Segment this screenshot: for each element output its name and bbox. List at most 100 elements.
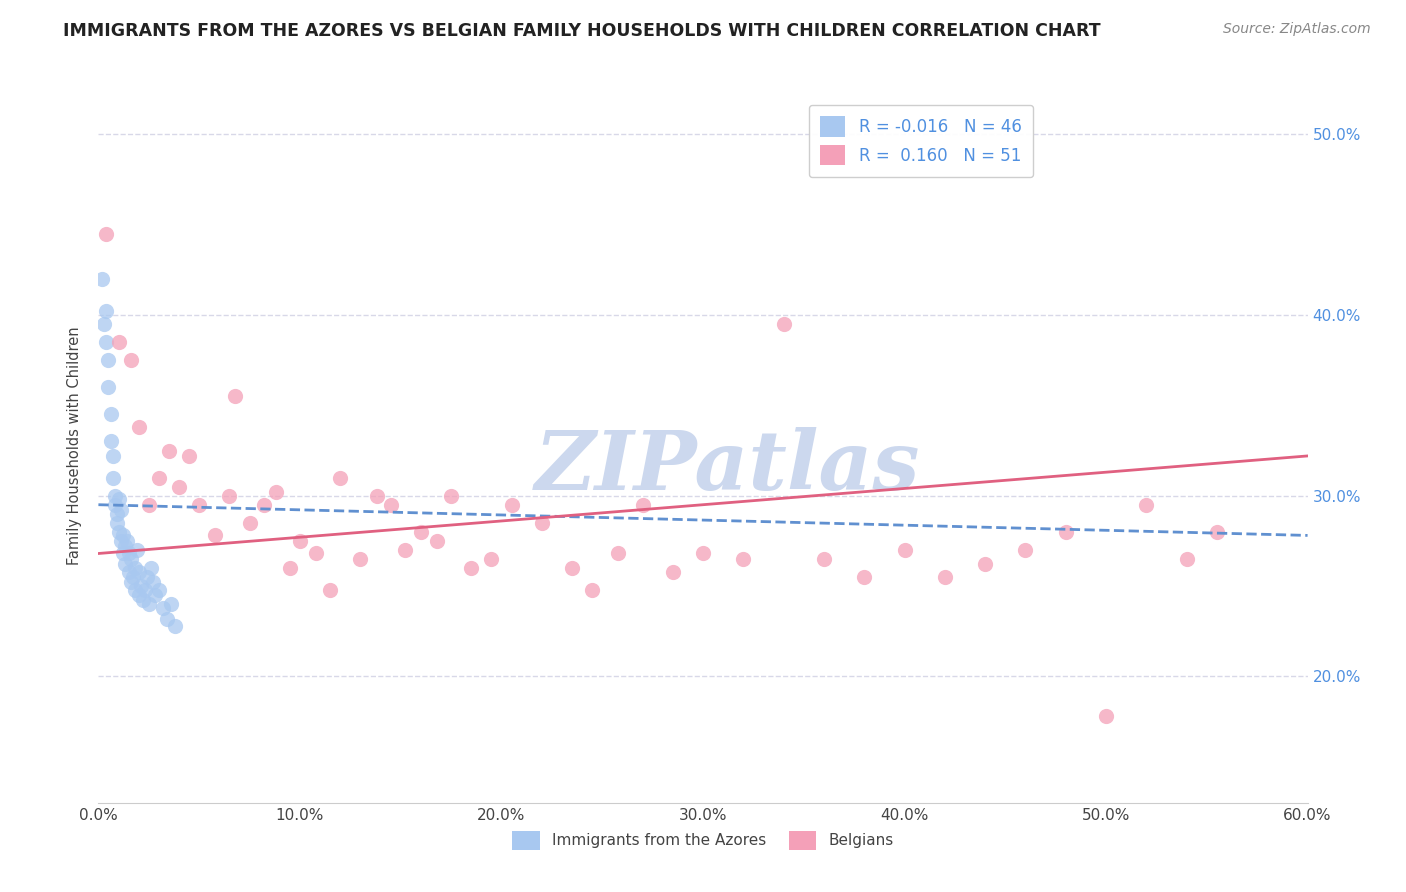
Point bbox=[105, 507, 128, 521]
Point bbox=[118, 565, 141, 579]
Point bbox=[91, 272, 114, 286]
Point bbox=[120, 353, 142, 368]
Point bbox=[440, 489, 463, 503]
Point bbox=[120, 552, 142, 566]
Point bbox=[111, 528, 134, 542]
Point bbox=[1014, 542, 1036, 557]
Point bbox=[366, 489, 388, 503]
Point bbox=[157, 443, 180, 458]
Point bbox=[107, 335, 129, 350]
Point bbox=[138, 498, 160, 512]
Point bbox=[100, 434, 122, 449]
Point bbox=[96, 335, 118, 350]
Point bbox=[110, 503, 132, 517]
Point bbox=[96, 304, 118, 318]
Point bbox=[156, 611, 179, 625]
Point bbox=[239, 516, 262, 530]
Point bbox=[120, 575, 142, 590]
Point bbox=[319, 582, 342, 597]
Point bbox=[103, 498, 125, 512]
Point bbox=[100, 408, 122, 422]
Point bbox=[253, 498, 276, 512]
Point bbox=[530, 516, 553, 530]
Point bbox=[394, 542, 416, 557]
Point bbox=[101, 449, 124, 463]
Point bbox=[163, 619, 186, 633]
Point bbox=[97, 380, 120, 394]
Text: IMMIGRANTS FROM THE AZORES VS BELGIAN FAMILY HOUSEHOLDS WITH CHILDREN CORRELATIO: IMMIGRANTS FROM THE AZORES VS BELGIAN FA… bbox=[63, 22, 1101, 40]
Point bbox=[121, 570, 143, 584]
Point bbox=[114, 539, 136, 553]
Point bbox=[101, 470, 124, 484]
Point bbox=[772, 317, 794, 331]
Point bbox=[115, 533, 138, 548]
Point bbox=[142, 575, 165, 590]
Point bbox=[125, 542, 148, 557]
Point bbox=[179, 449, 201, 463]
Point bbox=[218, 489, 240, 503]
Point bbox=[692, 547, 714, 561]
Point bbox=[813, 552, 835, 566]
Point bbox=[129, 579, 152, 593]
Point bbox=[974, 558, 997, 572]
Legend: Immigrants from the Azores, Belgians: Immigrants from the Azores, Belgians bbox=[506, 825, 900, 855]
Point bbox=[380, 498, 402, 512]
Point bbox=[124, 561, 146, 575]
Point bbox=[105, 516, 128, 530]
Point bbox=[460, 561, 482, 575]
Point bbox=[426, 533, 449, 548]
Point bbox=[128, 565, 150, 579]
Point bbox=[148, 470, 170, 484]
Point bbox=[107, 524, 129, 539]
Point bbox=[103, 489, 125, 503]
Point bbox=[107, 492, 129, 507]
Point bbox=[124, 582, 146, 597]
Point bbox=[148, 582, 170, 597]
Point bbox=[1135, 498, 1157, 512]
Point bbox=[132, 593, 155, 607]
Point bbox=[561, 561, 583, 575]
Point bbox=[1054, 524, 1077, 539]
Point bbox=[1206, 524, 1229, 539]
Point bbox=[134, 582, 156, 597]
Point bbox=[110, 533, 132, 548]
Point bbox=[138, 597, 160, 611]
Text: ZIPatlas: ZIPatlas bbox=[534, 427, 920, 508]
Point bbox=[1175, 552, 1198, 566]
Point bbox=[581, 582, 603, 597]
Point bbox=[160, 597, 183, 611]
Point bbox=[128, 588, 150, 602]
Point bbox=[143, 588, 166, 602]
Point bbox=[167, 480, 190, 494]
Text: Source: ZipAtlas.com: Source: ZipAtlas.com bbox=[1223, 22, 1371, 37]
Point bbox=[139, 561, 162, 575]
Point bbox=[349, 552, 371, 566]
Point bbox=[152, 600, 174, 615]
Point bbox=[409, 524, 432, 539]
Point bbox=[481, 552, 503, 566]
Point bbox=[96, 227, 118, 241]
Point bbox=[224, 389, 246, 403]
Y-axis label: Family Households with Children: Family Households with Children bbox=[67, 326, 83, 566]
Point bbox=[501, 498, 523, 512]
Point bbox=[118, 547, 141, 561]
Point bbox=[607, 547, 630, 561]
Point bbox=[1095, 709, 1118, 723]
Point bbox=[288, 533, 311, 548]
Point bbox=[733, 552, 755, 566]
Point bbox=[278, 561, 301, 575]
Point bbox=[264, 485, 287, 500]
Point bbox=[893, 542, 915, 557]
Point bbox=[111, 547, 134, 561]
Point bbox=[305, 547, 328, 561]
Point bbox=[934, 570, 956, 584]
Point bbox=[188, 498, 211, 512]
Point bbox=[114, 558, 136, 572]
Point bbox=[97, 353, 120, 368]
Point bbox=[204, 528, 226, 542]
Point bbox=[135, 570, 157, 584]
Point bbox=[853, 570, 876, 584]
Point bbox=[631, 498, 654, 512]
Point bbox=[93, 317, 115, 331]
Point bbox=[661, 565, 683, 579]
